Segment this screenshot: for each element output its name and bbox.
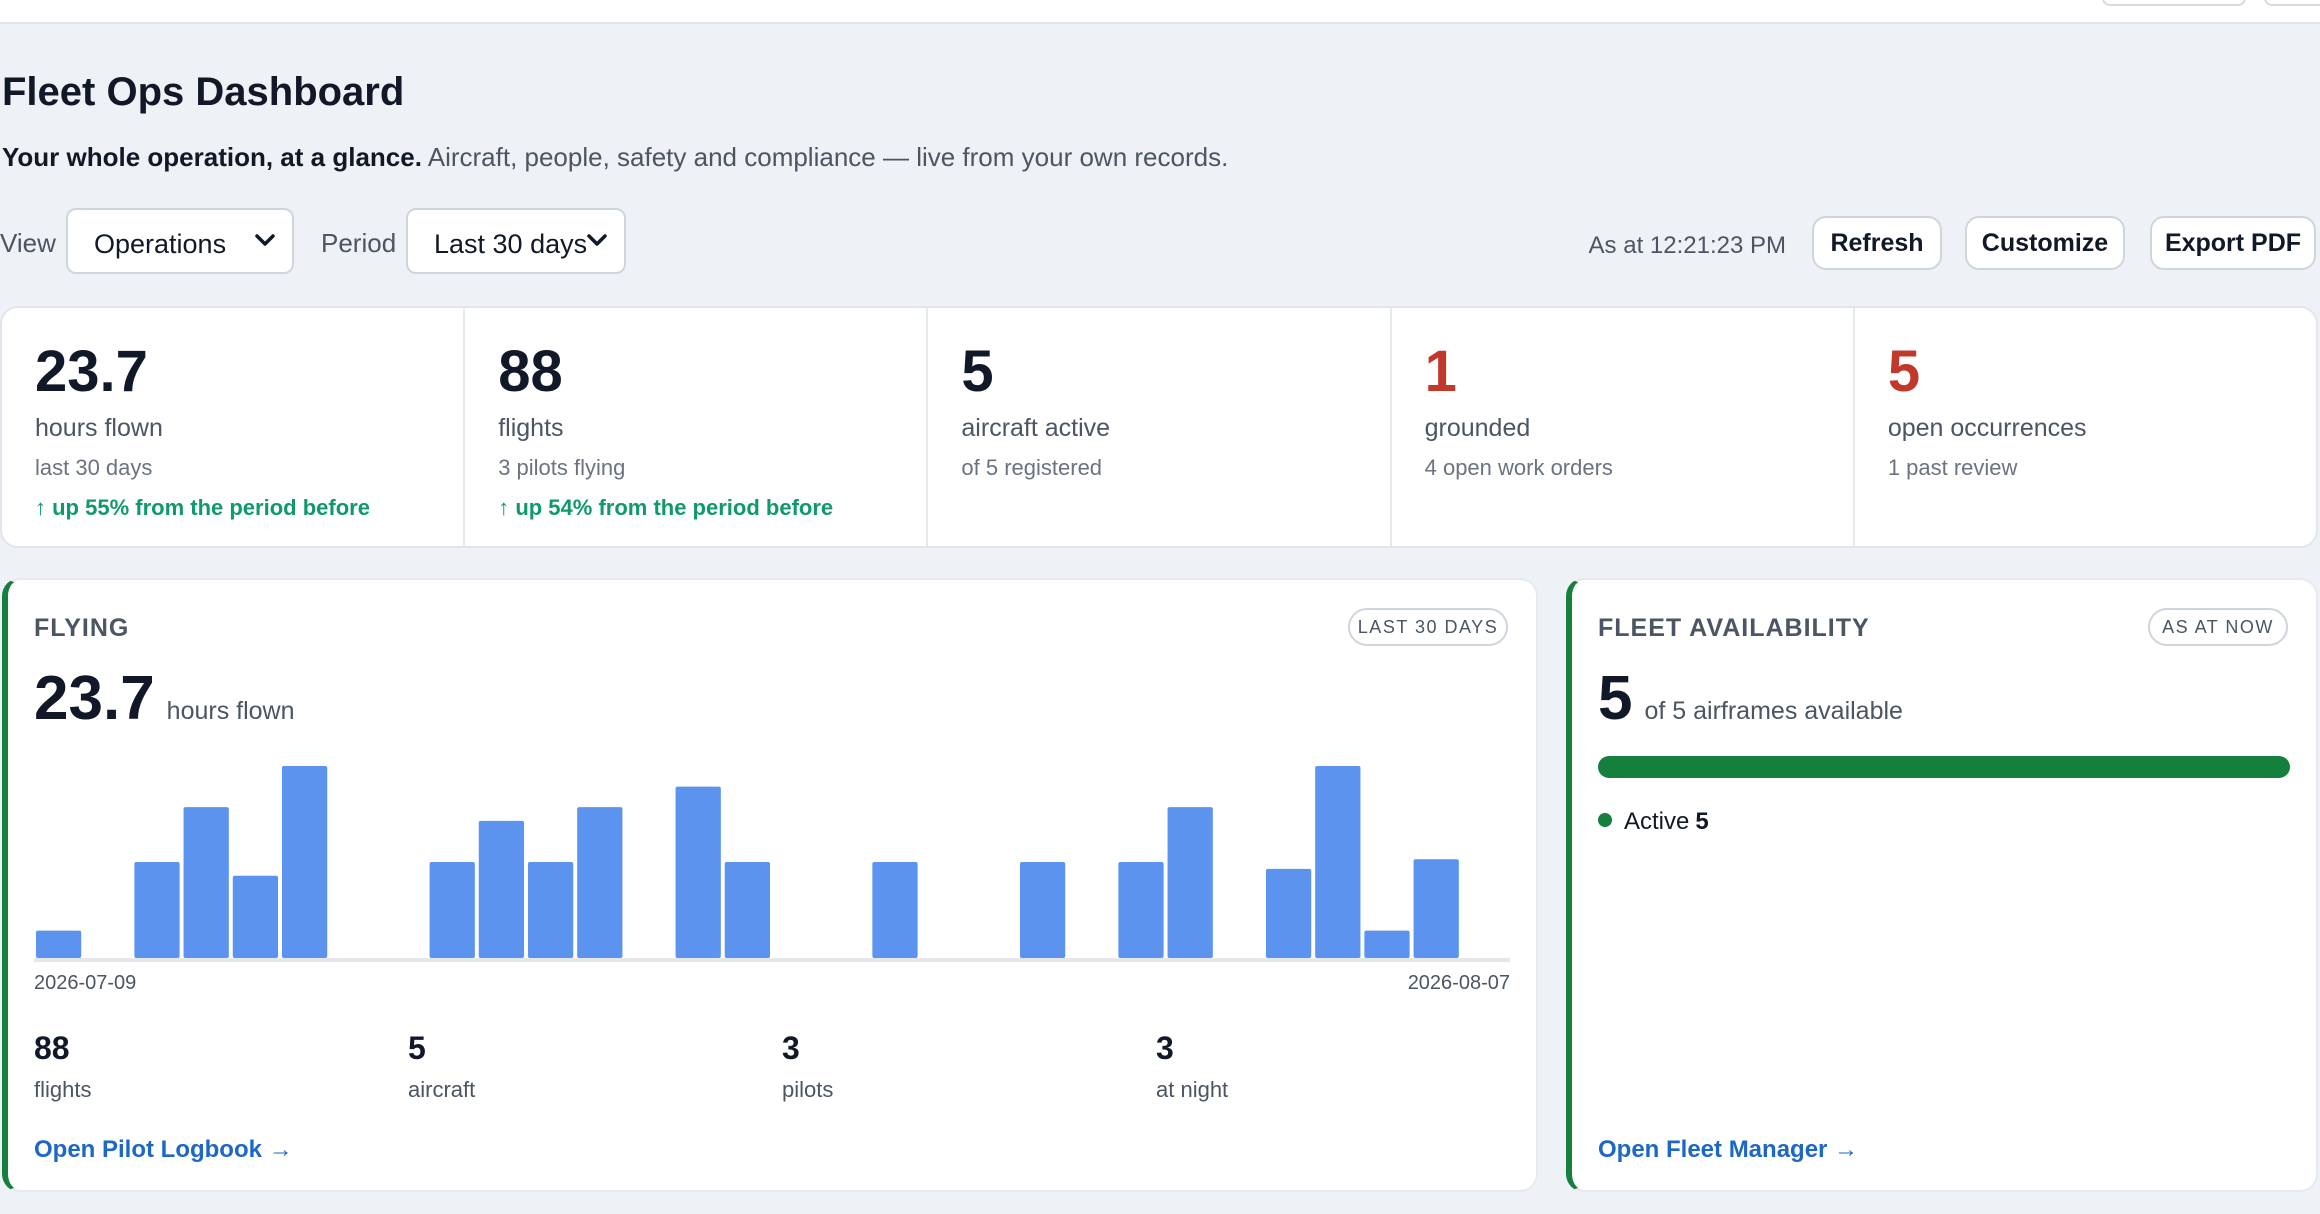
period-badge: LAST 30 DAYS (1348, 608, 1508, 646)
chart-bar[interactable] (1118, 862, 1164, 958)
chart-bar[interactable] (1315, 766, 1361, 958)
stat-flights: 88 flights (34, 1030, 91, 1103)
as-at-now-badge: AS AT NOW (2148, 608, 2288, 646)
open-pilot-logbook-link[interactable]: Open Pilot Logbook → (34, 1136, 293, 1163)
export-pdf-button[interactable]: Export PDF (2150, 216, 2316, 270)
chart-bar[interactable] (134, 862, 180, 958)
fleet-availability-card: FLEET AVAILABILITY AS AT NOW 5 of 5 airfr… (1566, 578, 2318, 1192)
subtitle-strong: Your whole operation, at a glance. (2, 142, 422, 172)
chart-bar[interactable] (1364, 930, 1410, 958)
kpi-label: flights (498, 414, 564, 442)
stat-label: pilots (782, 1077, 834, 1102)
kpi-label: grounded (1424, 414, 1531, 442)
hours-flown-suffix: hours flown (166, 697, 295, 725)
controls-bar: View Operations Period Last 30 days As a… (0, 208, 2320, 278)
availability-progress-bar (1598, 756, 2290, 778)
legend-label: Active (1624, 808, 1690, 835)
kpi-label: aircraft active (961, 414, 1111, 442)
daily-hours-bar-chart (34, 766, 1510, 962)
chevron-down-icon (255, 234, 275, 246)
kpi-open-occurrences[interactable]: 5 open occurrences 1 past review (1855, 308, 2316, 546)
view-select-value: Operations (94, 229, 227, 259)
kpi-grounded[interactable]: 1 grounded 4 open work orders (1392, 308, 1855, 546)
hours-flown-value: 23.7 hours flown (34, 664, 295, 746)
chart-bar[interactable] (232, 875, 279, 958)
kpi-sub: 4 open work orders (1424, 455, 1613, 480)
kpi-sub: 3 pilots flying (498, 455, 626, 480)
flying-card: FLYING LAST 30 DAYS 23.7 hours flown 2026… (2, 578, 1538, 1192)
customize-button[interactable]: Customize (1965, 216, 2125, 270)
chart-bar[interactable] (183, 807, 229, 958)
stat-label: at night (1156, 1077, 1229, 1102)
period-label: Period (321, 228, 397, 258)
chart-bar[interactable] (1265, 868, 1312, 958)
chart-bar[interactable] (527, 862, 574, 958)
chart-bar[interactable] (724, 862, 771, 958)
legend-value: 5 (1695, 808, 1709, 835)
top-bar-button-stub[interactable] (2264, 0, 2320, 6)
kpi-trend: ↑ up 54% from the period before (498, 495, 834, 520)
view-label: View (0, 228, 56, 258)
chart-bar[interactable] (872, 862, 918, 958)
chevron-down-icon (587, 234, 607, 246)
kpi-label: hours flown (35, 414, 163, 442)
kpi-sub: 1 past review (1887, 455, 2018, 480)
kpi-value: 5 (1887, 339, 1921, 404)
chart-bar[interactable] (35, 930, 82, 958)
airframes-available-suffix: of 5 airframes available (1644, 697, 1903, 725)
chart-start-date: 2026-07-09 (34, 972, 137, 994)
kpi-sub: last 30 days (35, 455, 153, 480)
stat-value: 3 (1156, 1030, 1174, 1066)
kpi-aircraft-active[interactable]: 5 aircraft active of 5 registered (928, 308, 1392, 546)
kpi-flights[interactable]: 88 flights 3 pilots flying ↑ up 54% from… (465, 308, 929, 546)
page-subtitle: Your whole operation, at a glance. Aircr… (2, 142, 1228, 173)
chart-bar[interactable] (675, 786, 721, 958)
period-select[interactable]: Last 30 days (406, 208, 626, 274)
chart-bar[interactable] (1413, 859, 1459, 958)
refresh-button[interactable]: Refresh (1812, 216, 1942, 270)
chart-baseline (34, 958, 1510, 962)
chart-bar[interactable] (478, 820, 525, 958)
chart-bar[interactable] (1019, 862, 1066, 958)
kpi-hours-flown[interactable]: 23.7 hours flown last 30 days ↑ up 55% f… (2, 308, 466, 546)
status-dot-icon (1598, 813, 1612, 827)
chart-bar[interactable] (281, 766, 328, 958)
kpi-label: open occurrences (1887, 414, 2087, 442)
top-bar-button-stub[interactable] (2102, 0, 2246, 6)
kpi-value: 88 (498, 339, 563, 404)
availability-card-title: FLEET AVAILABILITY (1598, 614, 1870, 642)
kpi-value: 1 (1424, 339, 1457, 404)
airframes-available-value: 5 of 5 airframes available (1598, 664, 1903, 746)
kpi-trend: ↑ up 55% from the period before (35, 495, 370, 520)
chart-bar[interactable] (429, 862, 475, 958)
chart-bar[interactable] (1167, 807, 1213, 958)
stat-at-night: 3 at night (1156, 1030, 1228, 1103)
kpi-sub: of 5 registered (961, 455, 1103, 480)
top-bar (0, 0, 2320, 24)
legend-active: Active 5 (1598, 808, 1709, 836)
page-title: Fleet Ops Dashboard (2, 70, 405, 114)
flying-card-title: FLYING (34, 614, 130, 642)
open-fleet-manager-link[interactable]: Open Fleet Manager → (1598, 1136, 1859, 1163)
view-select[interactable]: Operations (66, 208, 294, 274)
hours-flown-number: 23.7 (34, 664, 155, 733)
stat-label: aircraft (408, 1077, 476, 1102)
kpi-value: 23.7 (35, 339, 148, 404)
stat-value: 88 (34, 1030, 70, 1066)
kpi-strip: 23.7 hours flown last 30 days ↑ up 55% f… (0, 306, 2318, 548)
chart-bar[interactable] (577, 807, 623, 958)
stat-label: flights (34, 1077, 92, 1102)
period-select-value: Last 30 days (434, 229, 588, 259)
airframes-available-number: 5 (1598, 664, 1633, 733)
stat-value: 5 (408, 1030, 426, 1066)
stat-pilots: 3 pilots (782, 1030, 833, 1103)
subtitle-rest: Aircraft, people, safety and compliance … (421, 142, 1229, 172)
stat-value: 3 (782, 1030, 800, 1066)
chart-end-date: 2026-08-07 (1407, 972, 1510, 994)
kpi-value: 5 (961, 339, 994, 404)
as-at-timestamp: As at 12:21:23 PM (1588, 232, 1786, 259)
stat-aircraft: 5 aircraft (408, 1030, 475, 1103)
